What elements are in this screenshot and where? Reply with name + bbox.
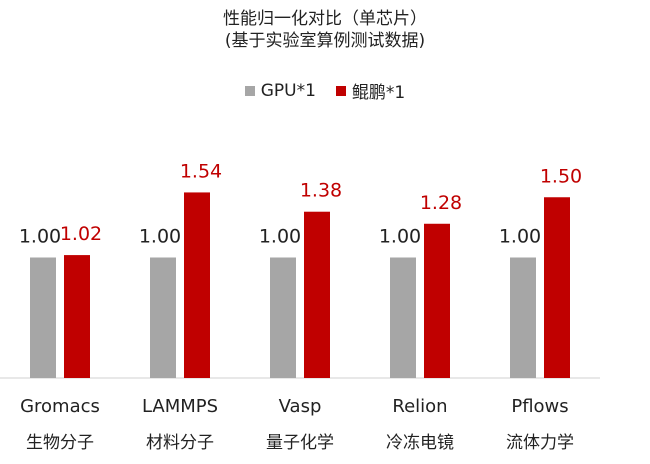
bar-gpu-gromacs (30, 257, 56, 378)
x-sublabel-pflows: 流体力学 (506, 433, 574, 453)
data-label-kunpeng-vasp: 1.38 (300, 180, 342, 202)
x-tick-label-relion: Relion (392, 396, 447, 417)
x-tick-label-vasp: Vasp (279, 396, 322, 417)
bar-gpu-vasp (270, 257, 296, 378)
legend-swatch-kunpeng (335, 85, 346, 96)
bar-gpu-pflows (510, 257, 536, 378)
bar-kunpeng-relion (424, 223, 450, 378)
data-label-kunpeng-relion: 1.28 (420, 192, 462, 214)
x-tick-label-pflows: Pflows (511, 396, 568, 417)
bar-kunpeng-vasp (304, 211, 330, 378)
legend-item-kunpeng: 鲲鹏*1 (335, 78, 406, 103)
x-sublabel-vasp: 量子化学 (266, 433, 334, 453)
bar-kunpeng-gromacs (64, 255, 90, 378)
legend-label-gpu: GPU*1 (260, 80, 316, 101)
data-label-kunpeng-pflows: 1.50 (540, 165, 582, 187)
chart-title: 性能归一化对比（单芯片） (223, 9, 427, 29)
chart-subtitle: (基于实验室算例测试数据) (224, 31, 426, 51)
data-label-kunpeng-gromacs: 1.02 (60, 223, 102, 245)
data-label-kunpeng-lammps: 1.54 (180, 160, 222, 182)
data-label-gpu-gromacs: 1.00 (19, 226, 61, 248)
chart-legend: GPU*1 鲲鹏*1 (0, 78, 650, 103)
legend-item-gpu: GPU*1 (244, 80, 316, 101)
x-tick-label-lammps: LAMMPS (142, 396, 218, 417)
x-tick-label-gromacs: Gromacs (20, 396, 100, 417)
data-label-gpu-pflows: 1.00 (499, 226, 541, 248)
x-sublabel-gromacs: 生物分子 (26, 433, 94, 453)
data-label-gpu-lammps: 1.00 (139, 226, 181, 248)
x-sublabel-relion: 冷冻电镜 (386, 433, 454, 453)
data-label-gpu-vasp: 1.00 (259, 226, 301, 248)
x-sublabel-lammps: 材料分子 (146, 433, 214, 453)
legend-label-kunpeng: 鲲鹏*1 (351, 83, 406, 103)
bar-gpu-lammps (150, 257, 176, 378)
data-label-gpu-relion: 1.00 (379, 226, 421, 248)
bar-kunpeng-pflows (544, 197, 570, 378)
bar-gpu-relion (390, 257, 416, 378)
legend-swatch-gpu (244, 85, 255, 96)
bar-kunpeng-lammps (184, 192, 210, 378)
